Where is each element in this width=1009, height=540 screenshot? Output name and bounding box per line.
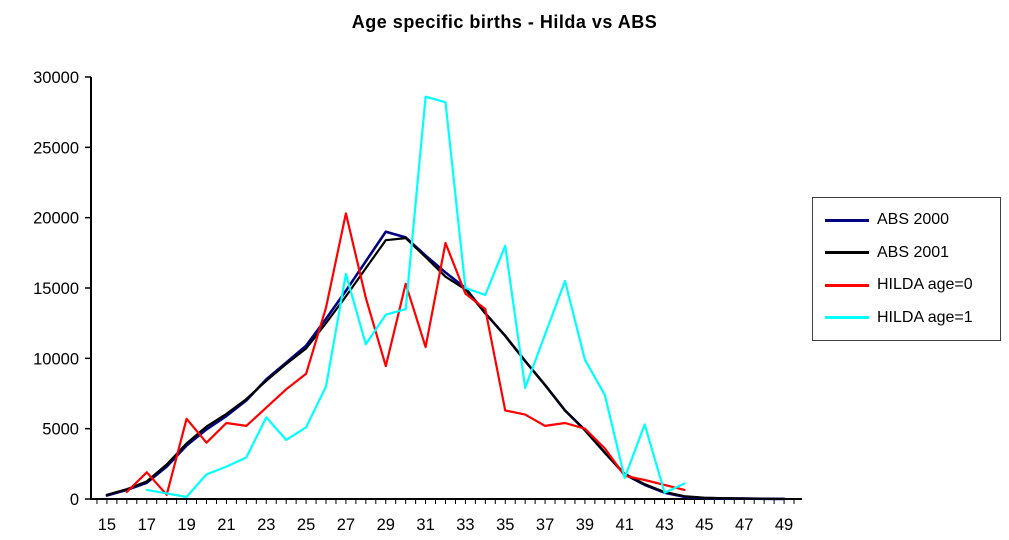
legend-label: ABS 2001	[877, 243, 950, 261]
abs-2001-line-swatch	[825, 251, 869, 255]
y-axis-tick-label-5000: 5000	[42, 421, 79, 439]
x-axis-tick-label-25: 25	[297, 516, 315, 534]
x-axis-tick-label-27: 27	[337, 516, 355, 534]
legend-item-abs-2000: ABS 2000	[813, 207, 1000, 233]
legend-label: HILDA age=1	[877, 308, 973, 326]
legend-item-hilda-age-1: HILDA age=1	[813, 305, 1000, 331]
abs-2000-line-swatch	[825, 218, 869, 222]
x-axis-tick-label-47: 47	[735, 516, 753, 534]
series-line-hilda-age-0	[125, 212, 686, 496]
y-axis-tick-label-0: 0	[70, 491, 79, 509]
x-axis-tick-label-45: 45	[695, 516, 713, 534]
legend: ABS 2000 ABS 2001 HILDA age=0 HILDA age=…	[812, 197, 1001, 341]
legend-item-abs-2001: ABS 2001	[813, 240, 1000, 266]
legend-item-hilda-age-0: HILDA age=0	[813, 272, 1000, 298]
x-axis-tick-label-33: 33	[456, 516, 474, 534]
hilda-age-1-line-swatch	[825, 316, 869, 320]
x-axis-tick-label-41: 41	[616, 516, 634, 534]
series-line-abs-2000	[105, 230, 786, 501]
x-axis-tick-label-39: 39	[576, 516, 594, 534]
x-axis-tick-label-17: 17	[138, 516, 156, 534]
y-axis-tick-label-15000: 15000	[33, 280, 79, 298]
x-axis-tick-label-19: 19	[177, 516, 195, 534]
y-axis-tick-label-20000: 20000	[33, 210, 79, 228]
legend-label: ABS 2000	[877, 211, 950, 229]
x-axis-tick-label-31: 31	[416, 516, 434, 534]
x-axis-tick-label-15: 15	[98, 516, 116, 534]
series-line-abs-2001	[105, 237, 786, 500]
x-axis-tick-label-49: 49	[775, 516, 793, 534]
hilda-age-0-line-swatch	[825, 283, 869, 287]
chart-title: Age specific births - Hilda vs ABS	[351, 12, 658, 32]
y-axis-tick-label-25000: 25000	[33, 139, 79, 157]
legend-label: HILDA age=0	[877, 276, 973, 294]
x-axis-tick-label-23: 23	[257, 516, 275, 534]
y-axis-tick-label-10000: 10000	[33, 350, 79, 368]
x-axis-tick-label-37: 37	[536, 516, 554, 534]
y-axis-tick-label-30000: 30000	[33, 69, 79, 87]
series-line-hilda-age-1	[145, 95, 686, 498]
x-axis-tick-label-21: 21	[217, 516, 235, 534]
x-axis-tick-label-35: 35	[496, 516, 514, 534]
x-axis-tick-label-29: 29	[377, 516, 395, 534]
x-axis-tick-label-43: 43	[655, 516, 673, 534]
